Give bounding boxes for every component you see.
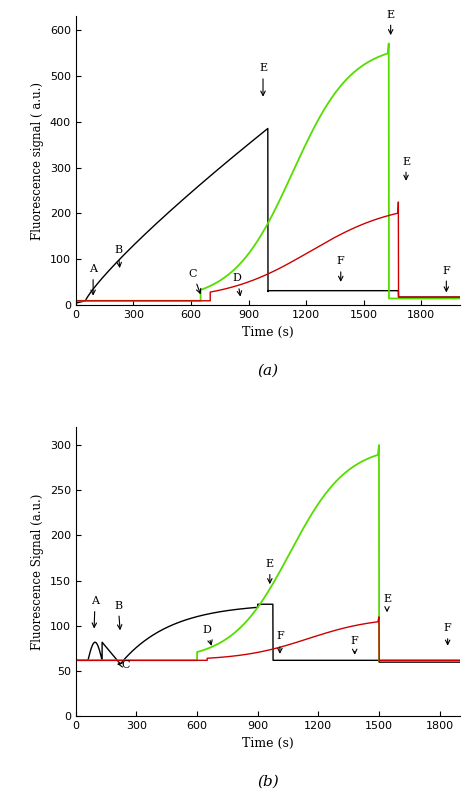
- Text: B: B: [114, 600, 122, 629]
- Text: E: E: [387, 10, 395, 34]
- Text: F: F: [444, 623, 452, 645]
- Text: A: A: [91, 596, 99, 627]
- Text: C: C: [118, 660, 129, 670]
- Text: F: F: [351, 636, 358, 654]
- Y-axis label: Fluorescence signal ( a.u.): Fluorescence signal ( a.u.): [31, 82, 44, 240]
- X-axis label: Time (s): Time (s): [242, 737, 294, 750]
- Text: B: B: [114, 245, 122, 267]
- Y-axis label: Fluorescence Signal (a.u.): Fluorescence Signal (a.u.): [31, 494, 44, 650]
- Text: (a): (a): [257, 363, 278, 377]
- Text: D: D: [203, 625, 212, 645]
- Text: E: E: [266, 559, 274, 583]
- Text: (b): (b): [257, 775, 279, 788]
- Text: E: E: [383, 595, 391, 611]
- Text: F: F: [442, 266, 450, 291]
- Text: D: D: [233, 273, 242, 295]
- X-axis label: Time (s): Time (s): [242, 326, 294, 339]
- Text: E: E: [402, 157, 410, 180]
- Text: F: F: [276, 631, 284, 653]
- Text: C: C: [189, 269, 201, 294]
- Text: A: A: [89, 264, 97, 295]
- Text: F: F: [337, 256, 345, 281]
- Text: E: E: [259, 64, 267, 96]
